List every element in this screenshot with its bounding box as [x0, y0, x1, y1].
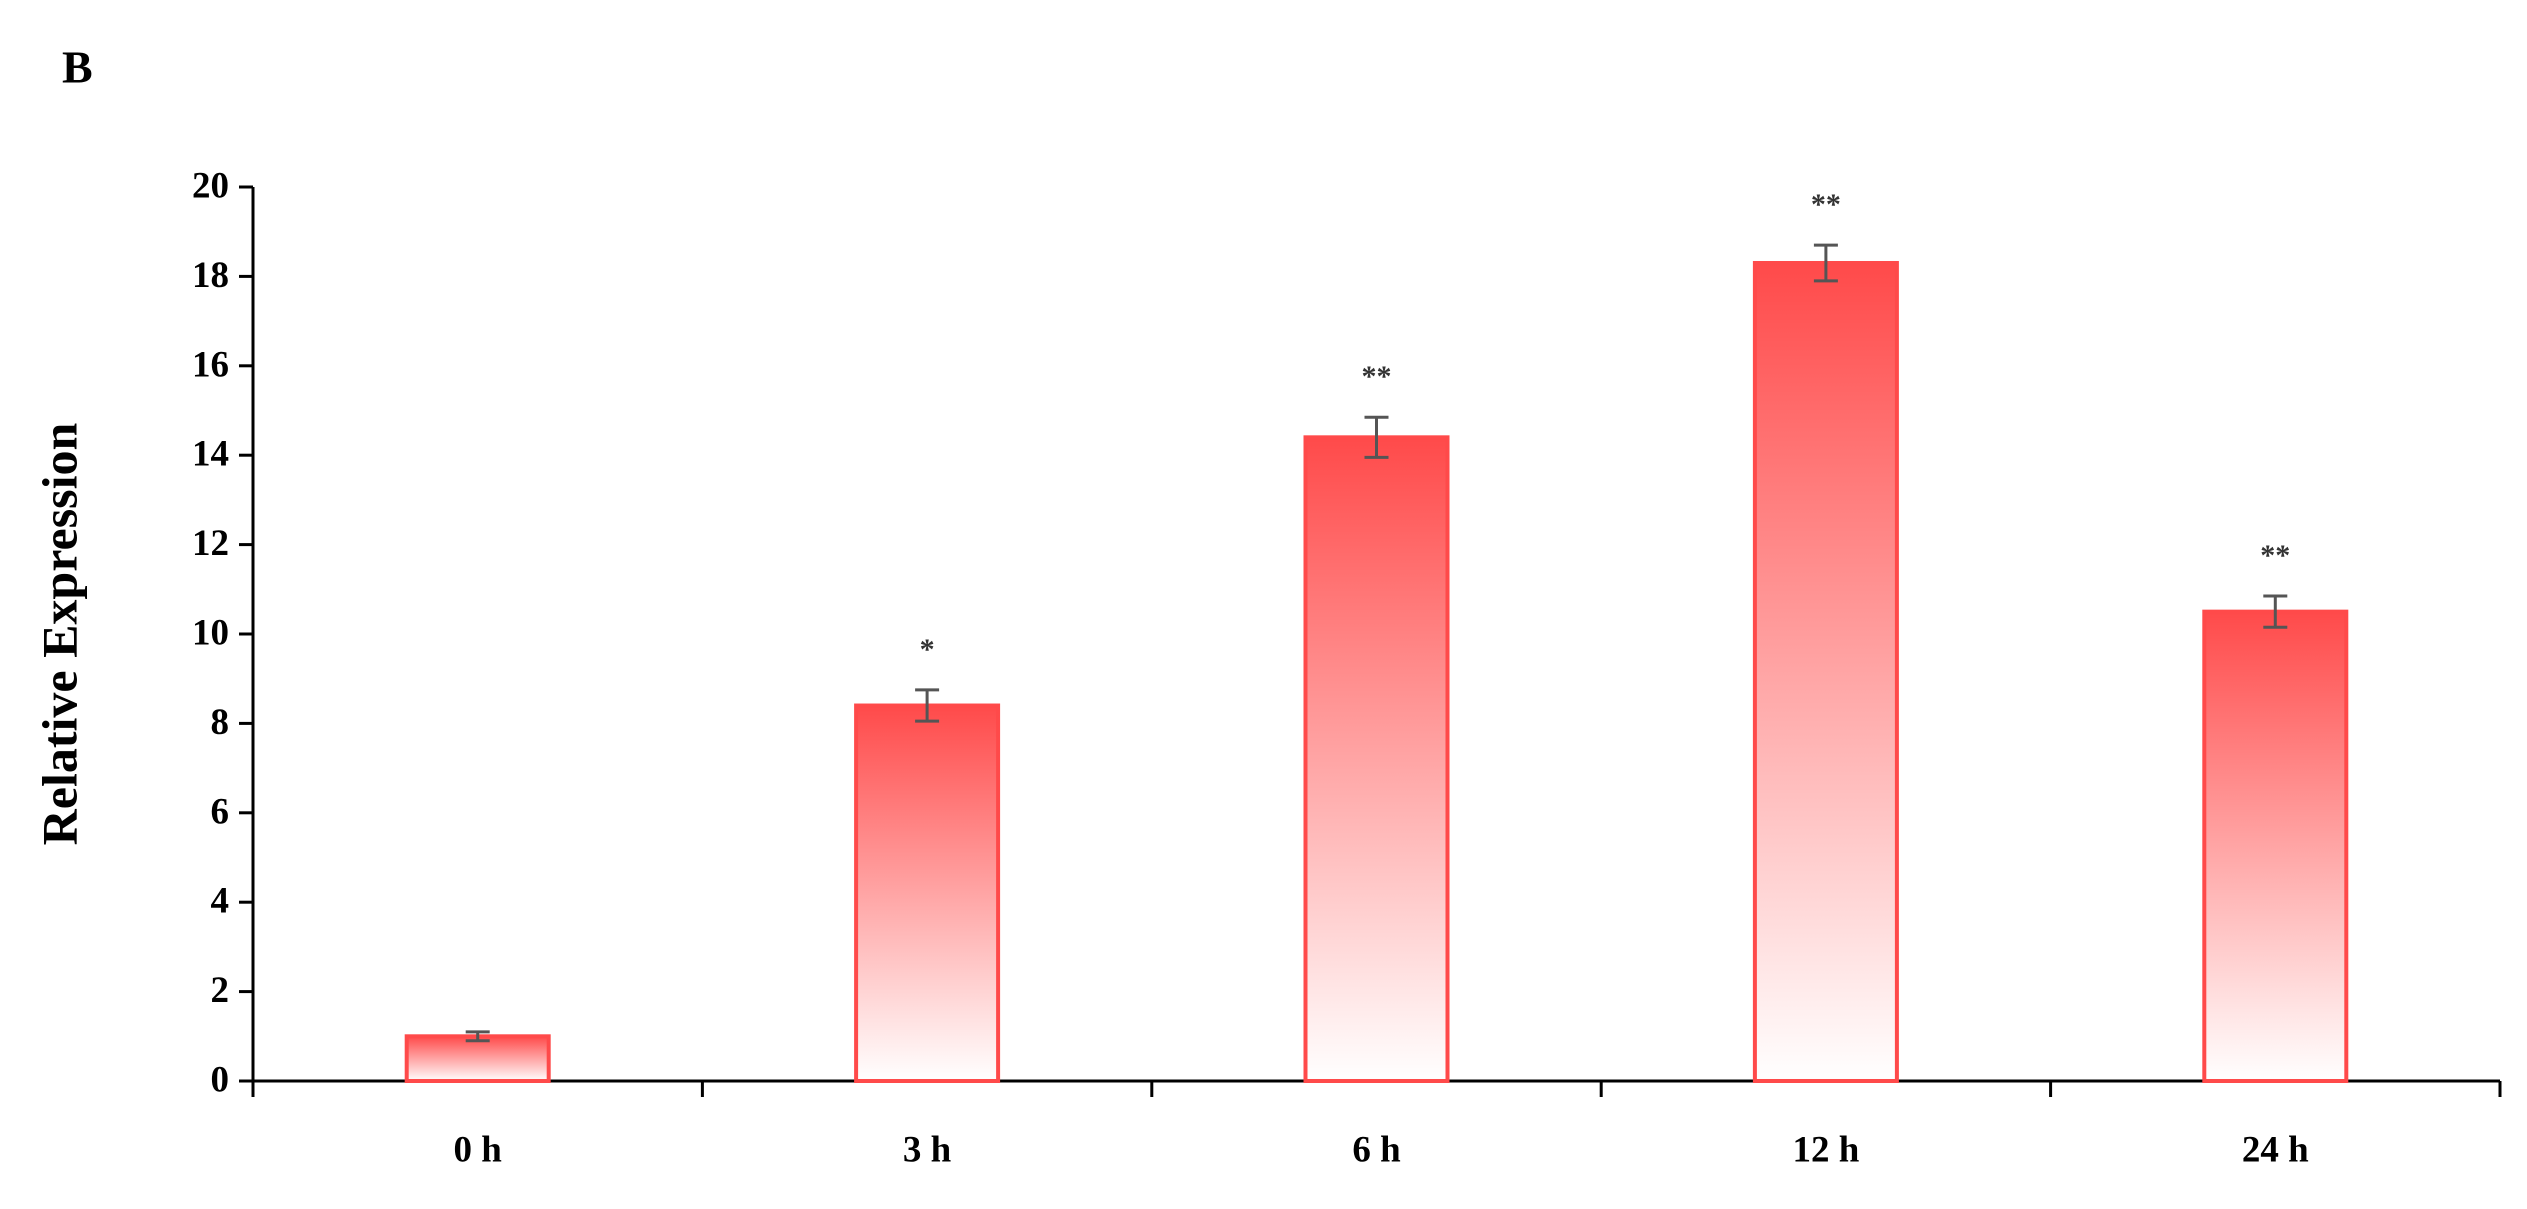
significance-label: ** — [1811, 188, 1841, 221]
x-tick-label: 12 h — [1792, 1129, 1859, 1170]
bar — [1303, 435, 1450, 1083]
significance-label: * — [920, 633, 935, 666]
y-tick-label: 18 — [192, 255, 229, 296]
bar — [854, 703, 1001, 1084]
y-tick-label: 12 — [192, 523, 229, 564]
y-tick-label: 16 — [192, 344, 229, 385]
y-tick-label: 14 — [192, 434, 229, 475]
x-tick-label: 3 h — [903, 1129, 952, 1170]
y-tick-label: 6 — [211, 791, 230, 832]
error-bar — [915, 688, 940, 723]
y-tick-label: 2 — [211, 970, 230, 1011]
panel-label: B — [62, 42, 93, 93]
y-axis-label: Relative Expression — [31, 422, 87, 845]
y-tick-label: 20 — [192, 165, 229, 206]
bar — [2202, 609, 2349, 1084]
bar — [404, 1034, 551, 1084]
error-bar — [1364, 415, 1389, 459]
x-tick-label: 0 h — [454, 1129, 503, 1170]
x-tick-label: 24 h — [2242, 1129, 2309, 1170]
significance-label: ** — [1362, 360, 1392, 393]
error-bar — [1813, 243, 1838, 283]
error-bar — [2263, 594, 2288, 629]
y-tick-label: 8 — [211, 702, 230, 743]
bar — [1752, 260, 1899, 1083]
y-tick-label: 10 — [192, 612, 229, 653]
error-bar — [465, 1030, 490, 1043]
y-tick-label: 0 — [211, 1059, 230, 1100]
significance-label: ** — [2260, 539, 2290, 572]
y-tick-label: 4 — [211, 881, 230, 922]
x-tick-label: 6 h — [1352, 1129, 1401, 1170]
